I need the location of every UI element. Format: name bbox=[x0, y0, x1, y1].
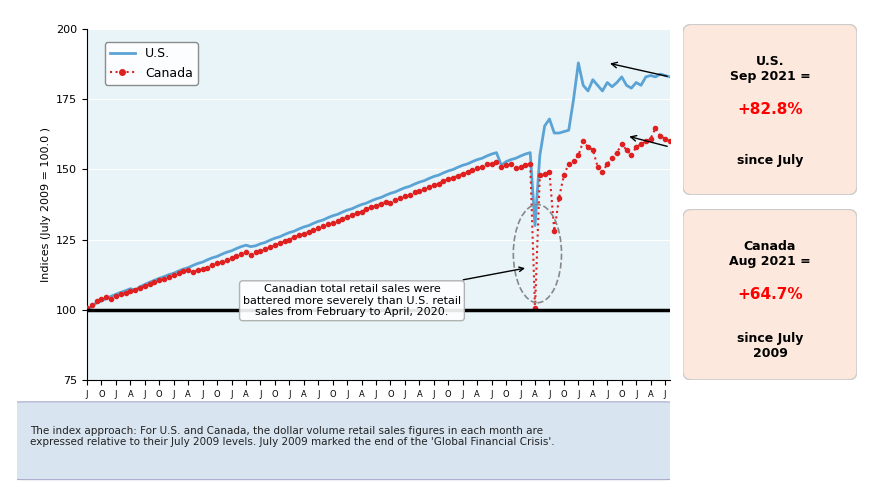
Canada bbox=[216, 259, 227, 265]
U.S. bbox=[626, 85, 636, 91]
U.S. bbox=[399, 185, 409, 190]
Canada bbox=[82, 305, 92, 311]
Line: Canada: Canada bbox=[85, 126, 671, 310]
Text: Canadian total retail sales were
battered more severely than U.S. retail
sales f: Canadian total retail sales were battere… bbox=[242, 267, 523, 318]
Canada bbox=[664, 138, 674, 144]
Canada bbox=[399, 193, 409, 199]
Canada bbox=[269, 243, 280, 248]
U.S. bbox=[82, 307, 92, 313]
Canada bbox=[620, 147, 631, 153]
Text: since July
2009: since July 2009 bbox=[736, 332, 802, 360]
U.S. bbox=[216, 251, 227, 257]
U.S. bbox=[269, 235, 280, 241]
U.S. bbox=[664, 74, 674, 80]
Text: +82.8%: +82.8% bbox=[736, 102, 802, 117]
Text: Canada
Aug 2021 =: Canada Aug 2021 = bbox=[728, 240, 810, 268]
Canada bbox=[452, 173, 462, 179]
FancyBboxPatch shape bbox=[10, 402, 676, 480]
FancyBboxPatch shape bbox=[682, 209, 856, 380]
Text: +64.7%: +64.7% bbox=[736, 287, 802, 302]
FancyBboxPatch shape bbox=[682, 24, 856, 195]
Line: U.S.: U.S. bbox=[87, 63, 669, 310]
Legend: U.S., Canada: U.S., Canada bbox=[105, 42, 197, 85]
U.S. bbox=[573, 60, 583, 66]
Canada bbox=[649, 125, 660, 131]
U.S. bbox=[452, 164, 462, 170]
U.S. bbox=[649, 74, 660, 80]
Text: The index approach: For U.S. and Canada, the dollar volume retail sales figures : The index approach: For U.S. and Canada,… bbox=[30, 426, 554, 448]
X-axis label: Year & Month: Year & Month bbox=[325, 437, 431, 451]
Canada bbox=[645, 136, 655, 142]
Text: since July: since July bbox=[736, 154, 802, 167]
Y-axis label: Indices (July 2009 = 100.0 ): Indices (July 2009 = 100.0 ) bbox=[41, 127, 50, 282]
Text: U.S.
Sep 2021 =: U.S. Sep 2021 = bbox=[729, 55, 809, 83]
